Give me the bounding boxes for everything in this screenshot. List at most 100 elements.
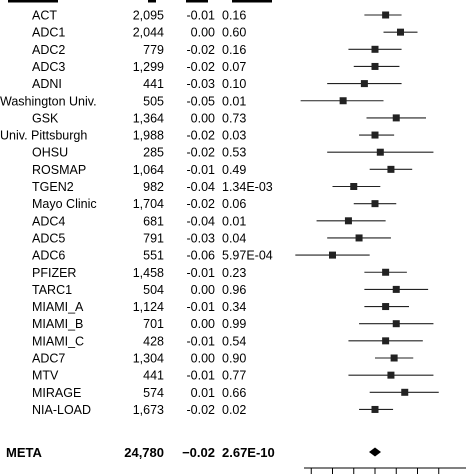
p-value: 0.01 [222, 94, 246, 108]
effect-estimate-marker [371, 405, 379, 413]
p-value: 5.97E-04 [222, 249, 273, 263]
beta-value: -0.02 [187, 60, 216, 74]
cohort-label: Mayo Clinic [32, 197, 97, 211]
beta-value: -0.01 [187, 334, 216, 348]
column-header-fragments [8, 0, 272, 3]
effect-estimate-marker [392, 285, 400, 293]
sample-size: 779 [143, 43, 164, 57]
cohort-label: MIAMI_C [32, 334, 84, 348]
table-row: NIA-LOAD 1,673 -0.02 0.02 [32, 403, 394, 417]
effect-estimate-marker [392, 114, 400, 122]
sample-size: 1,673 [133, 403, 164, 417]
cohort-label: MIAMI_B [32, 317, 83, 331]
beta-value: -0.02 [187, 197, 216, 211]
sample-size: 982 [143, 180, 164, 194]
cohort-label: ADC7 [32, 352, 65, 366]
sample-size: 1,064 [133, 163, 164, 177]
table-row: OHSU 285 -0.02 0.53 [32, 146, 434, 160]
beta-value: -0.02 [187, 43, 216, 57]
table-row: TGEN2 982 -0.04 1.34E-03 [32, 180, 381, 194]
beta-value: 0.00 [191, 26, 215, 40]
p-value: 0.66 [222, 386, 246, 400]
p-value: 0.73 [222, 111, 246, 125]
table-row: MIRAGE 574 0.01 0.66 [32, 386, 439, 400]
sample-size: 2,095 [133, 9, 164, 23]
cohort-label: Washington Univ. [0, 94, 97, 108]
table-row: ADNI 441 -0.03 0.10 [32, 77, 402, 91]
beta-value: -0.02 [187, 403, 216, 417]
sample-size: 1,124 [133, 300, 164, 314]
p-value: 0.16 [222, 43, 246, 57]
meta-diamond-marker [369, 447, 381, 457]
p-value: 0.02 [222, 403, 246, 417]
sample-size: 1,364 [133, 111, 164, 125]
effect-estimate-marker [355, 234, 363, 242]
cohort-label: ADC6 [32, 249, 65, 263]
beta-value: -0.02 [187, 146, 216, 160]
beta-value: -0.04 [187, 180, 216, 194]
beta-value: 0.00 [191, 283, 215, 297]
sample-size: 441 [143, 369, 164, 383]
sample-size: 574 [143, 386, 164, 400]
clipped-header-fragment [8, 0, 58, 3]
effect-estimate-marker [382, 337, 390, 345]
cohort-label: MTV [32, 369, 59, 383]
table-row: Washington Univ. 505 -0.05 0.01 [0, 94, 384, 108]
sample-size: 441 [143, 77, 164, 91]
sample-size: 1,304 [133, 352, 164, 366]
effect-estimate-marker [397, 28, 404, 36]
table-row: Mayo Clinic 1,704 -0.02 0.06 [32, 197, 397, 211]
effect-estimate-marker [360, 80, 368, 88]
cohort-label: ADC4 [32, 214, 65, 228]
beta-value: -0.01 [187, 9, 216, 23]
cohort-label: ADC2 [32, 43, 65, 57]
beta-value: 0.01 [191, 386, 215, 400]
table-row: ADC6 551 -0.06 5.97E-04 [32, 249, 370, 263]
effect-estimate-marker [371, 45, 379, 53]
effect-estimate-marker [376, 148, 384, 156]
cohort-label: ADC3 [32, 60, 65, 74]
effect-estimate-marker [382, 11, 390, 19]
table-row: ADC5 791 -0.03 0.04 [32, 231, 391, 245]
sample-size: 1,299 [133, 60, 164, 74]
p-value: 0.03 [222, 129, 246, 143]
p-value: 0.04 [222, 231, 246, 245]
beta-value: 0.00 [191, 111, 215, 125]
p-value: 0.54 [222, 334, 246, 348]
table-row: MIAMI_B 701 0.00 0.99 [32, 317, 434, 331]
p-value: 0.60 [222, 26, 246, 40]
effect-estimate-marker [371, 200, 379, 208]
clipped-header-fragment [148, 0, 156, 3]
effect-estimate-marker [387, 165, 395, 173]
sample-size: 1,704 [133, 197, 164, 211]
p-value: 0.16 [222, 9, 246, 23]
sample-size: 428 [143, 334, 164, 348]
effect-estimate-marker [382, 268, 390, 276]
cohort-label: ROSMAP [32, 163, 86, 177]
cohort-label: ADNI [32, 77, 62, 91]
cohort-label: MIRAGE [32, 386, 81, 400]
beta-value: -0.05 [187, 94, 216, 108]
p-value: 0.99 [222, 317, 246, 331]
beta-value: -0.04 [187, 214, 216, 228]
effect-estimate-marker [401, 388, 409, 396]
cohort-label: OHSU [32, 146, 68, 160]
sample-size: 2,044 [133, 26, 164, 40]
cohort-label: GSK [32, 111, 59, 125]
clipped-header-fragment [232, 0, 272, 3]
table-row: TARC1 504 0.00 0.96 [32, 283, 429, 297]
sample-size: 791 [143, 231, 164, 245]
cohort-label: NIA-LOAD [32, 403, 91, 417]
table-row: ADC7 1,304 0.00 0.90 [32, 352, 414, 366]
effect-estimate-marker [392, 320, 400, 328]
x-axis [304, 467, 466, 474]
p-value: 0.77 [222, 369, 246, 383]
effect-estimate-marker [350, 183, 358, 190]
meta-sample-size: 24,780 [124, 445, 164, 460]
meta-beta: −0.02 [182, 445, 215, 460]
beta-value: -0.02 [187, 129, 216, 143]
sample-size: 681 [143, 214, 164, 228]
table-row: ACT 2,095 -0.01 0.16 [32, 9, 402, 23]
cohort-label: Univ. Pittsburgh [0, 129, 87, 143]
